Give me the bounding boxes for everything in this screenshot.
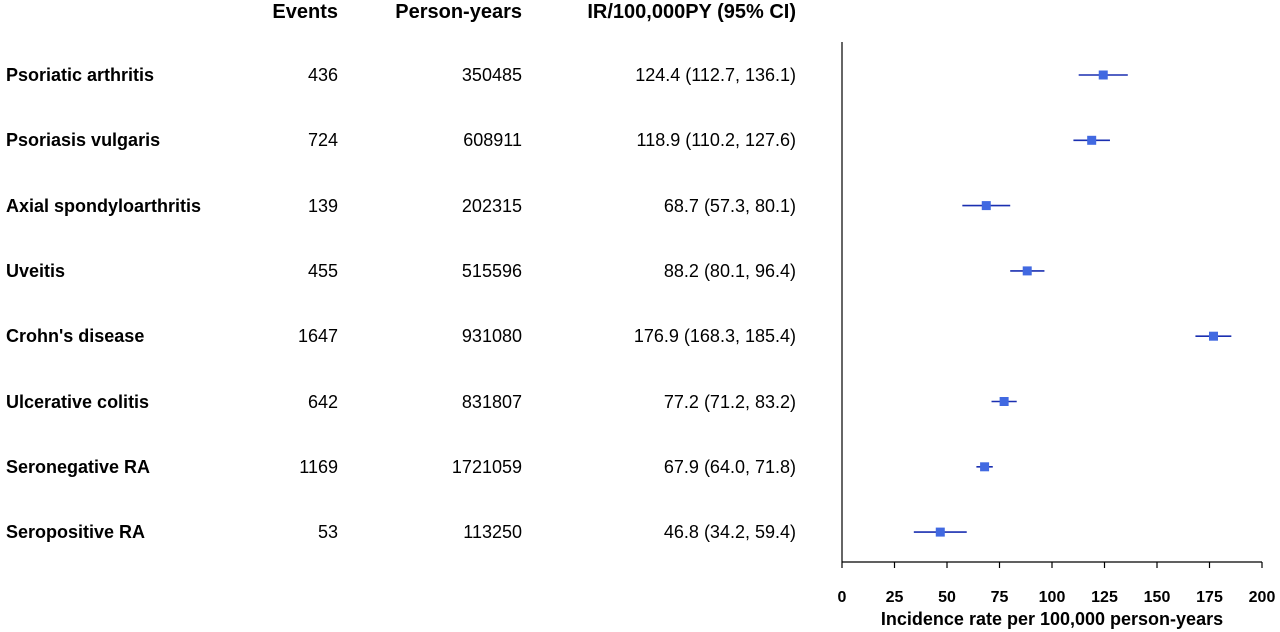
row-person-years: 202315	[461, 195, 522, 216]
x-tick-label: 150	[1144, 589, 1171, 606]
row-incidence-rate: 88.2 (80.1, 96.4)	[663, 260, 796, 281]
x-tick-label: 100	[1039, 589, 1066, 606]
x-tick-label: 125	[1091, 589, 1118, 606]
table-row: Psoriasis vulgaris 724 608911 118.9 (110.2,…	[0, 128, 820, 152]
row-name: Uveitis	[6, 260, 66, 281]
x-tick-label: 25	[886, 589, 904, 606]
row-person-years: 931080	[461, 326, 522, 347]
row-events: 1169	[299, 456, 338, 477]
incidence-rate-header: IR/100,000PY (95% CI)	[587, 1, 796, 23]
table-row: Axial spondyloarthritis 139 202315 68.7 (57…	[0, 194, 820, 218]
row-person-years: 831807	[461, 391, 522, 412]
table-row: Seronegative RA 1169 1721059 67.9 (64.0, 71…	[0, 455, 820, 479]
row-events: 139	[307, 195, 338, 216]
row-name: Crohn's disease	[6, 326, 145, 347]
point-estimate-marker	[981, 201, 991, 211]
person-years-header: Person-years	[395, 1, 522, 23]
row-person-years: 350485	[461, 65, 522, 85]
row-events: 724	[307, 130, 338, 151]
row-events: 455	[307, 260, 338, 281]
table-row: Ulcerative colitis 642 831807 77.2 (71.2, 8…	[0, 390, 820, 414]
table-row: Uveitis 455 515596 88.2 (80.1, 96.4)	[0, 259, 820, 283]
point-estimate-marker	[980, 462, 990, 472]
x-axis-label: Incidence rate per 100,000 person-years	[881, 609, 1223, 629]
row-name: Seropositive RA	[6, 522, 146, 543]
events-header: Events	[272, 1, 338, 23]
row-person-years: 515596	[461, 260, 522, 281]
x-tick-label: 175	[1196, 589, 1223, 606]
plot-marks	[913, 70, 1232, 537]
row-incidence-rate: 77.2 (71.2, 83.2)	[663, 391, 796, 412]
point-estimate-marker	[1208, 331, 1218, 341]
x-tick-label: 75	[991, 589, 1009, 606]
point-estimate-marker	[1087, 135, 1097, 145]
table-row: Seropositive RA 53 113250 46.8 (34.2, 59.4)	[0, 520, 820, 544]
point-estimate-marker	[935, 527, 945, 537]
row-name: Psoriatic arthritis	[6, 65, 155, 85]
row-person-years: 113250	[463, 522, 522, 543]
row-incidence-rate: 176.9 (168.3, 185.4)	[633, 326, 796, 347]
row-events: 1647	[297, 326, 338, 347]
row-incidence-rate: 68.7 (57.3, 80.1)	[663, 195, 796, 216]
plot-axes: 0 25 50 75 100 125 150 175 200 Incidence rate per…	[838, 42, 1276, 629]
row-person-years: 1721059	[451, 456, 522, 477]
point-estimate-marker	[1022, 266, 1032, 276]
row-name: Seronegative RA	[6, 456, 151, 477]
x-tick-label: 50	[938, 589, 956, 606]
row-name: Psoriasis vulgaris	[6, 130, 161, 151]
row-events: 642	[307, 391, 338, 412]
row-person-years: 608911	[463, 130, 522, 151]
x-tick-label: 0	[838, 589, 847, 606]
row-name: Ulcerative colitis	[6, 391, 150, 412]
table-row: Psoriatic arthritis 436 350485 124.4 (112.7…	[0, 63, 820, 87]
row-name: Axial spondyloarthritis	[6, 195, 202, 216]
point-estimate-marker	[999, 397, 1009, 406]
row-events: 436	[307, 65, 338, 85]
x-tick-label: 200	[1249, 589, 1276, 606]
row-incidence-rate: 118.9 (110.2, 127.6)	[636, 130, 796, 151]
row-events: 53	[317, 522, 338, 543]
row-incidence-rate: 67.9 (64.0, 71.8)	[663, 456, 796, 477]
row-incidence-rate: 46.8 (34.2, 59.4)	[663, 522, 796, 543]
table-row: Crohn's disease 1647 931080 176.9 (168.3, 1…	[0, 324, 820, 348]
row-incidence-rate: 124.4 (112.7, 136.1)	[635, 65, 796, 85]
point-estimate-marker	[1098, 70, 1108, 80]
